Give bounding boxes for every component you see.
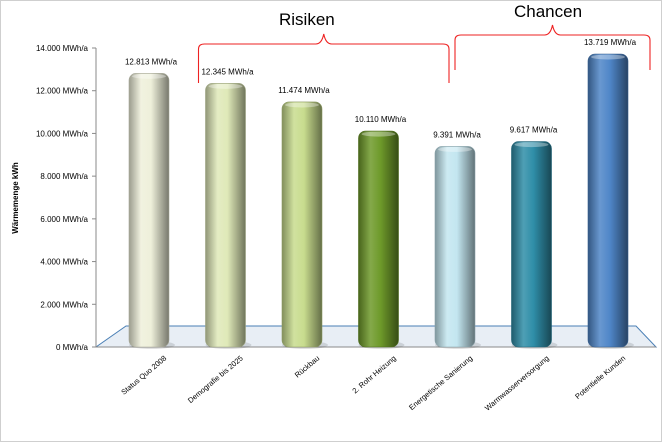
group-title-risks: Risiken (279, 10, 335, 29)
bar-highlight (361, 131, 396, 137)
bracket-risks (197, 33, 450, 83)
category-label: Demografie bis 2025 (186, 354, 245, 405)
y-tick-label: 2.000 MWh/a (40, 300, 88, 309)
bar-group (434, 146, 481, 349)
bar (281, 101, 323, 348)
bar (205, 83, 246, 348)
category-label: Rückbau (293, 354, 321, 380)
value-label: 9.391 MWh/a (433, 130, 481, 139)
bar-group (281, 101, 328, 349)
y-tick-label: 10.000 MWh/a (36, 129, 89, 138)
bar-group (128, 73, 175, 349)
bar-highlight (591, 54, 625, 60)
category-label: Energetische Sanierung (407, 354, 474, 412)
value-label: 13.719 MWh/a (584, 38, 637, 47)
y-axis: 0 MWh/a 2.000 MWh/a 4.000 MWh/a 6.000 MWh/a… (36, 44, 96, 352)
x-axis: Status Quo 2008 Demografie bis 2025 Rückba… (119, 354, 627, 413)
bar (358, 130, 399, 348)
bar (511, 141, 552, 348)
bar-group (205, 83, 252, 349)
y-tick-label: 14.000 MWh/a (36, 44, 89, 53)
value-label: 9.617 MWh/a (510, 126, 558, 135)
group-title-chances: Chancen (514, 2, 583, 21)
category-label: Warmwasserversorgung (483, 354, 551, 413)
bar-highlight (132, 73, 166, 79)
value-label: 11.474 MWh/a (278, 86, 330, 95)
bar-highlight (285, 102, 319, 108)
bar-highlight (208, 83, 243, 89)
y-tick-label: 4.000 MWh/a (40, 258, 88, 267)
bar-group (358, 130, 405, 349)
bar-highlight (514, 142, 549, 148)
category-label: Status Quo 2008 (119, 354, 168, 397)
bar (587, 53, 629, 348)
bars (128, 53, 634, 349)
y-tick-label: 6.000 MWh/a (40, 215, 88, 224)
group-brackets (197, 24, 651, 83)
category-label: 2. Rohr Heizung (350, 354, 397, 396)
value-label: 12.345 MWh/a (201, 67, 254, 76)
y-axis-label: Wärmemenge kWh (11, 162, 20, 234)
category-label: Potentielle Kunden (573, 354, 627, 401)
bar-group (587, 53, 634, 349)
bracket-chances (454, 24, 651, 70)
bar-group (511, 141, 558, 349)
value-label: 12.813 MWh/a (125, 57, 178, 66)
y-tick-label: 8.000 MWh/a (40, 172, 88, 181)
bar-highlight (438, 146, 472, 152)
bar (128, 73, 170, 348)
bar (434, 146, 476, 348)
y-tick-label: 0 MWh/a (56, 343, 89, 352)
value-labels: 12.813 MWh/a 12.345 MWh/a 11.474 MWh/a 10.1… (125, 38, 637, 139)
value-label: 10.110 MWh/a (355, 115, 407, 124)
y-tick-label: 12.000 MWh/a (36, 87, 89, 96)
